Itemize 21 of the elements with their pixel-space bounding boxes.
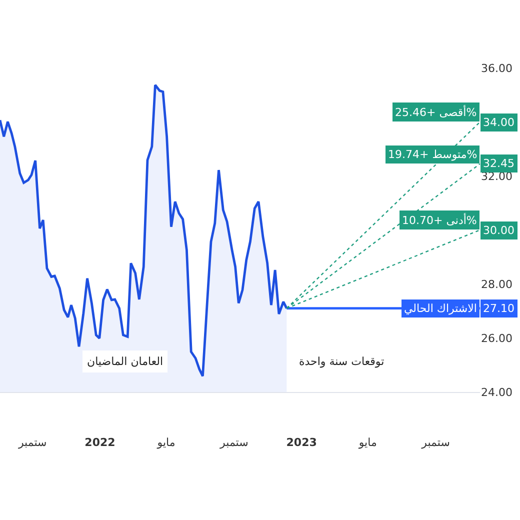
annotation: أدنى +10.70%	[402, 213, 477, 227]
annotation: توقعات سنة واحدة	[299, 355, 384, 368]
x-tick-label: ستمبر	[219, 436, 248, 450]
data-label: 34.00	[483, 116, 514, 129]
annotation: العامان الماضيان	[87, 355, 164, 368]
x-tick-label: مايو	[358, 436, 377, 450]
data-label: 30.00	[483, 224, 514, 237]
y-tick-label: 28.00	[481, 278, 512, 291]
x-tick-label: 2023	[286, 436, 317, 450]
annotation: الاشتراك الحالي	[404, 302, 477, 315]
y-tick-label: 36.00	[481, 62, 512, 75]
y-tick-label: 26.00	[481, 332, 512, 345]
annotation: متوسط +19.74%	[388, 148, 478, 161]
x-tick-label: 2022	[84, 436, 116, 450]
x-tick-label: مايو	[156, 436, 176, 450]
x-tick-label: ستمبر	[17, 436, 47, 450]
data-label: 32.45	[483, 157, 514, 170]
annotation: أقصى +25.46%	[395, 105, 477, 119]
x-tick-label: ستمبر	[420, 436, 450, 450]
data-label: 27.10	[483, 302, 514, 315]
y-tick-label: 24.00	[481, 386, 512, 399]
